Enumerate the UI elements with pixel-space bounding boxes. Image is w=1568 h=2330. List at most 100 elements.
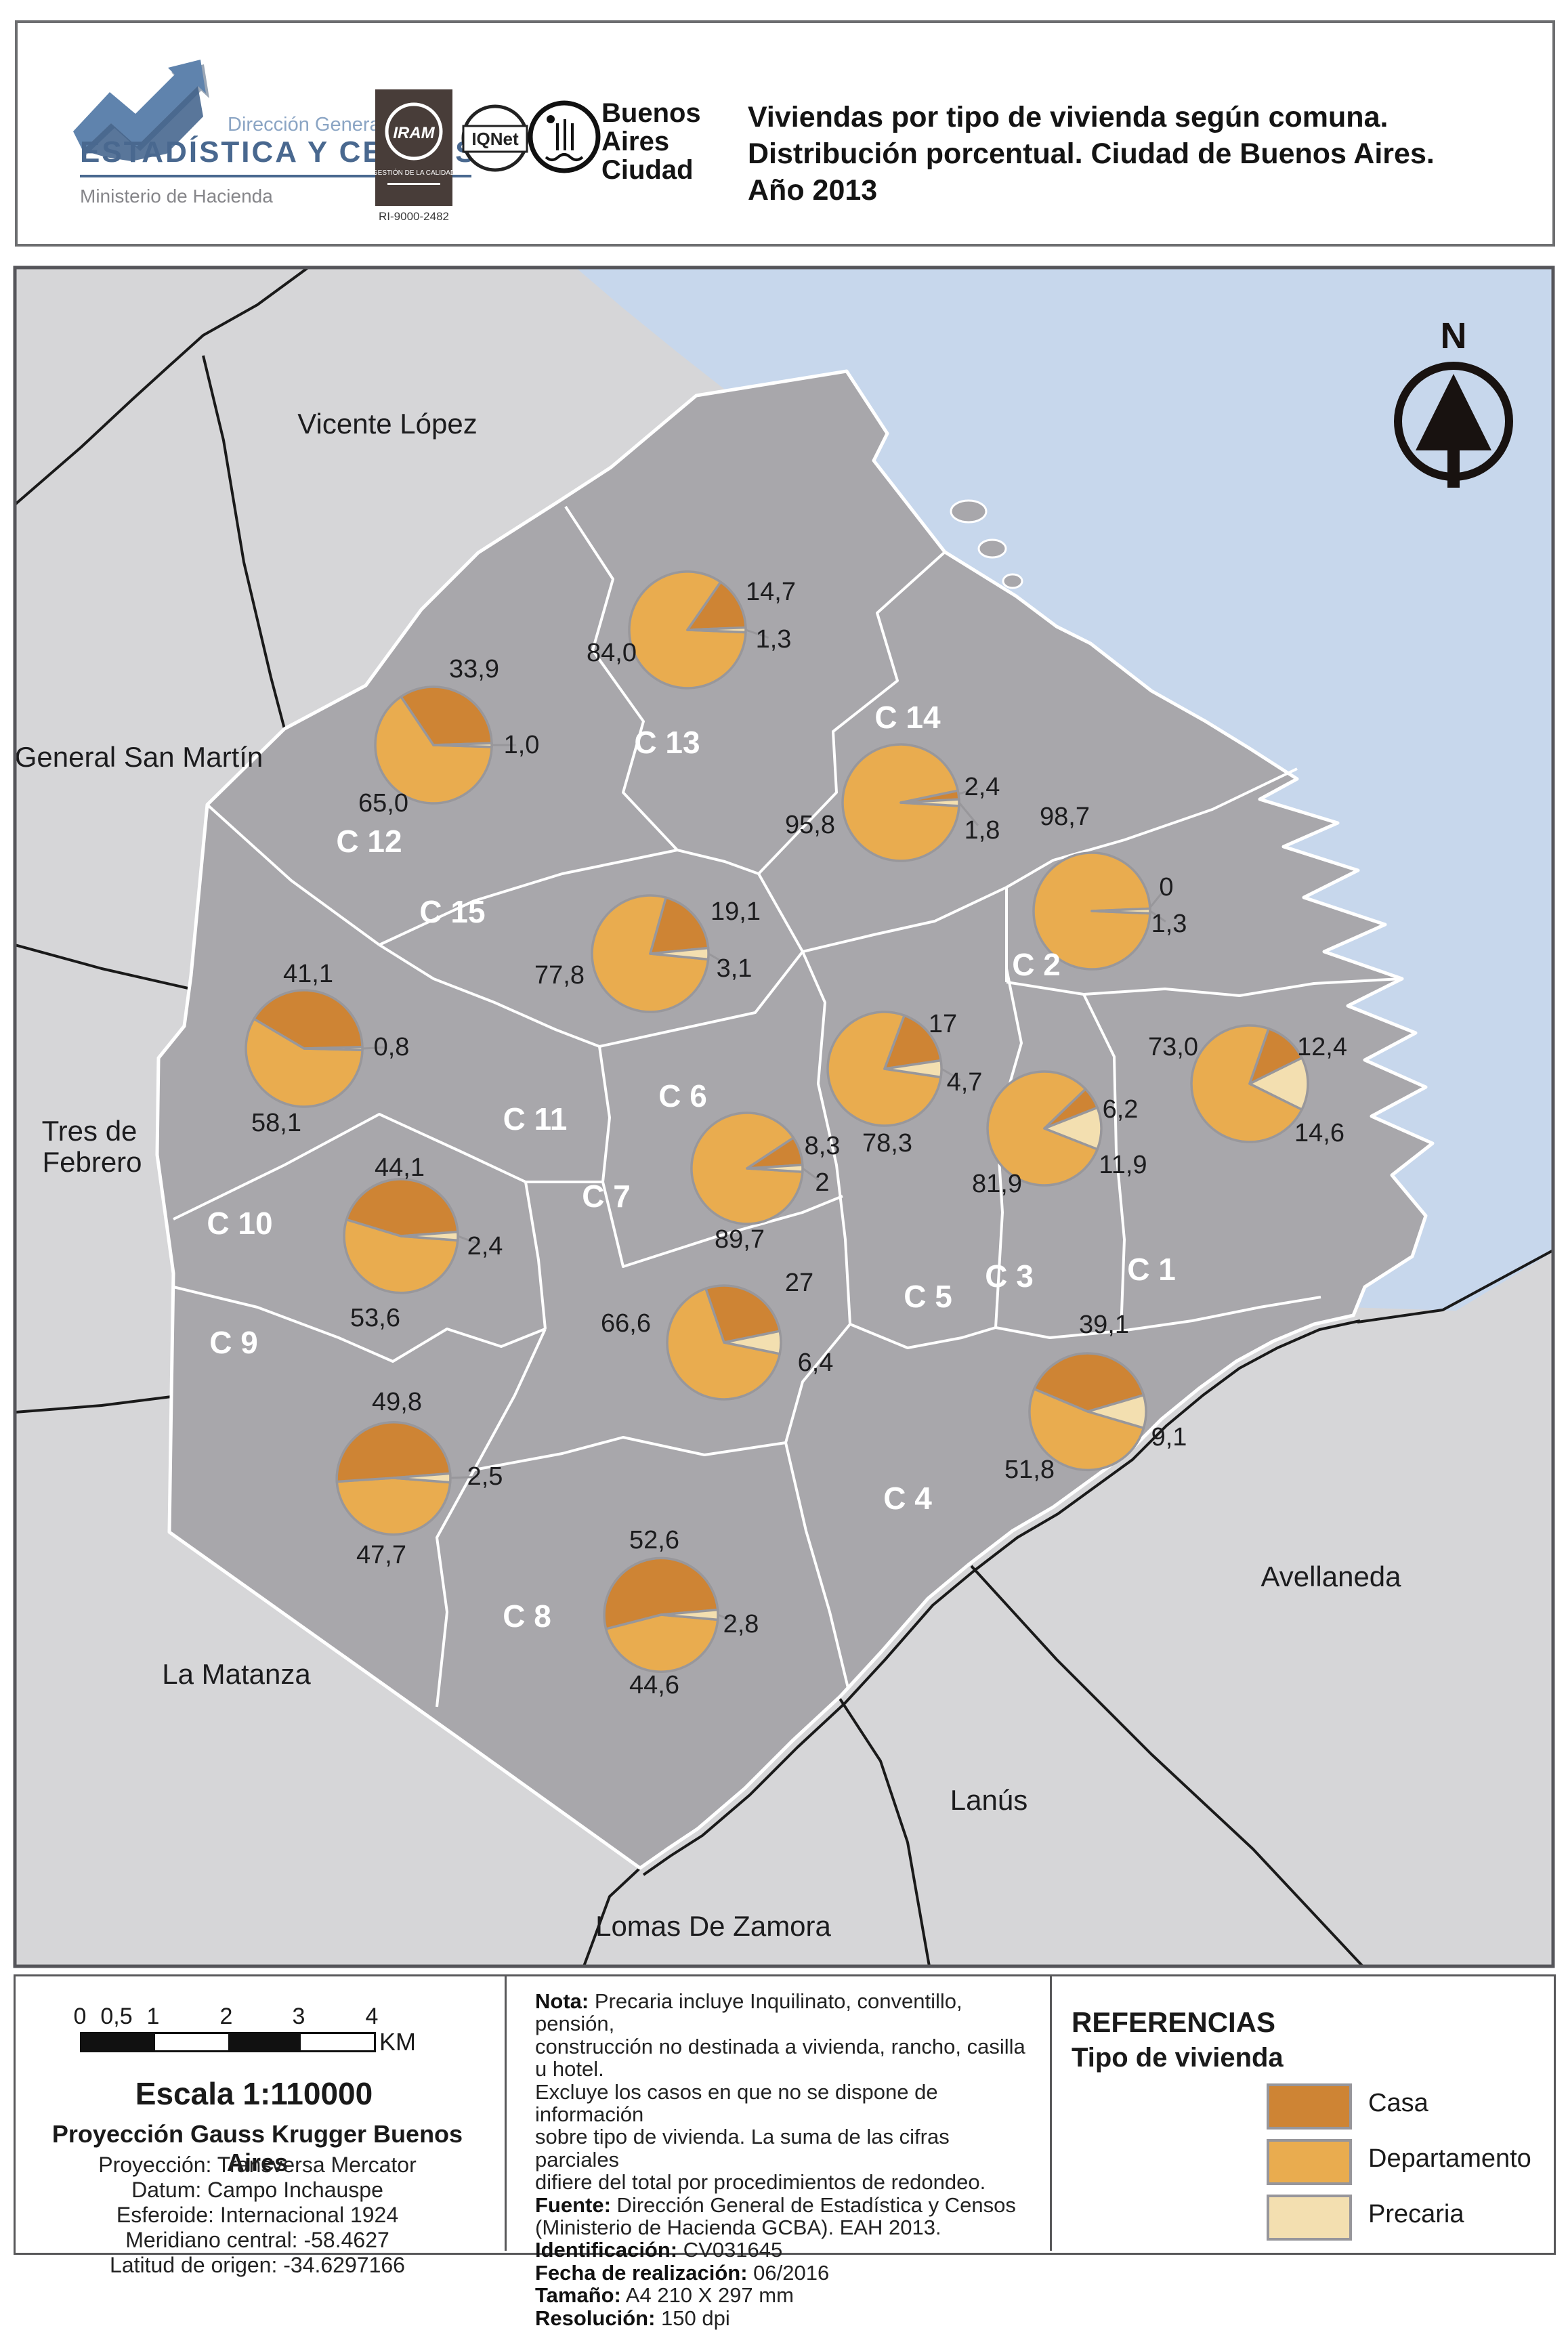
pie-c12 <box>374 685 517 805</box>
pie-slice-departamento-c4 <box>1028 1387 1145 1472</box>
comuna-boundary-7 <box>1005 767 1298 889</box>
pie-slice-casa-c10 <box>345 1178 459 1237</box>
pie-value-departamento-c12: 65,0 <box>358 789 408 818</box>
svg-text:IRAM: IRAM <box>393 124 435 142</box>
pie-slice-casa-c7 <box>704 1284 782 1344</box>
compass-arrow <box>1416 374 1491 488</box>
pie-value-casa-c13: 14,7 <box>746 578 796 606</box>
comuna-label-c1: C 1 <box>1127 1252 1176 1287</box>
comuna-label-c4: C 4 <box>883 1481 932 1516</box>
pie-value-precaria-c11: 0,8 <box>374 1033 410 1061</box>
comuna-label-c3: C 3 <box>985 1258 1034 1294</box>
pie-leader-c9 <box>450 1475 479 1479</box>
pie-value-precaria-c14: 1,8 <box>965 816 1000 845</box>
pie-value-casa-c7: 27 <box>785 1269 813 1297</box>
scale-tick-3: 3 <box>292 2004 305 2029</box>
scale-tick-0,5: 0,5 <box>100 2004 133 2029</box>
page-title: Viviendas por tipo de vivienda según com… <box>748 99 1547 209</box>
comuna-boundary-22 <box>173 1113 526 1221</box>
legend-label-casa: Casa <box>1368 2089 1428 2117</box>
pie-c6 <box>690 1111 820 1225</box>
note-line-1: construcción no destinada a vivienda, ra… <box>535 2034 1025 2058</box>
north-compass-icon: N <box>1394 316 1513 488</box>
org-name-line3: Ministerio de Hacienda <box>80 186 273 207</box>
pie-value-casa-c8: 52,6 <box>629 1526 679 1554</box>
pie-c3 <box>986 1070 1103 1187</box>
note-line-9: Fecha de realización: 06/2016 <box>535 2260 830 2285</box>
island-2 <box>1002 573 1023 589</box>
pie-slice-departamento-c12 <box>374 695 493 805</box>
pie-value-departamento-c13: 84,0 <box>587 639 637 667</box>
pie-value-precaria-c9: 2,5 <box>467 1462 503 1491</box>
pie-slice-departamento-c8 <box>604 1613 719 1673</box>
dgeyc-logo-icon <box>73 60 209 161</box>
pie-c1 <box>1190 1024 1309 1143</box>
scale-segment-0 <box>82 2034 156 2050</box>
pie-value-precaria-c10: 2,4 <box>467 1232 503 1261</box>
projection-line-3: Meridiano central: -58.4627 <box>125 2228 389 2252</box>
comuna-boundary-3 <box>379 849 678 946</box>
pie-c11 <box>245 989 387 1108</box>
scale-segment-2 <box>228 2034 301 2050</box>
scale-tick-0: 0 <box>73 2004 87 2029</box>
scale-bar <box>80 2032 376 2052</box>
pie-value-precaria-c12: 1,0 <box>504 731 540 759</box>
pie-leader-c10 <box>457 1235 481 1246</box>
pie-value-departamento-c6: 89,7 <box>715 1225 765 1254</box>
pie-value-precaria-c2: 1,3 <box>1151 910 1187 938</box>
pie-c4 <box>1028 1352 1147 1472</box>
neighbor-label-lan-s: Lanús <box>950 1784 1027 1816</box>
pie-value-casa-c6: 8,3 <box>805 1132 841 1160</box>
scale-tick-2: 2 <box>219 2004 233 2029</box>
comuna-boundary-15 <box>784 1323 851 1443</box>
pie-value-casa-c1: 12,4 <box>1297 1033 1347 1061</box>
neighbor-label-febrero: Febrero <box>42 1146 142 1178</box>
pie-slice-casa-c5 <box>883 1014 942 1070</box>
pie-c9 <box>335 1421 479 1536</box>
comuna-boundary-25 <box>601 1181 843 1268</box>
iram-cert-icon: IRAM GESTIÓN DE LA CALIDAD <box>373 89 455 206</box>
neighbor-label-vicente-l-pez: Vicente López <box>297 408 477 440</box>
pie-slice-departamento-c11 <box>245 1017 364 1108</box>
neighbor-label-lomas-de-zamora: Lomas De Zamora <box>595 1910 831 1942</box>
pie-c2 <box>1032 851 1166 971</box>
pie-value-departamento-c1: 73,0 <box>1148 1033 1198 1061</box>
legend-label-precaria: Precaria <box>1368 2200 1464 2228</box>
note-line-3: Excluye los casos en que no se dispone d… <box>535 2079 938 2127</box>
legend-label-departamento: Departamento <box>1368 2144 1531 2173</box>
pie-value-departamento-c14: 95,8 <box>785 811 835 839</box>
pie-slice-departamento-c3 <box>986 1070 1099 1187</box>
comuna-label-c2: C 2 <box>1012 947 1061 982</box>
partido-boundary-1 <box>202 355 286 729</box>
partido-boundary-8 <box>642 1319 1361 1876</box>
pie-slice-precaria-c7 <box>723 1330 782 1355</box>
island-1 <box>977 538 1007 559</box>
pie-value-precaria-c5: 4,7 <box>947 1068 983 1097</box>
comuna-label-c5: C 5 <box>904 1279 952 1314</box>
note-line-10: Tamaño: A4 210 X 297 mm <box>535 2283 794 2308</box>
pie-leader-c8 <box>717 1613 738 1624</box>
page: { "header": { "org_line1": "Dirección Ge… <box>13 20 1556 2330</box>
comuna-boundary-0 <box>564 505 679 851</box>
title-line-3: Año 2013 <box>748 174 878 207</box>
pie-leader-c6 <box>802 1167 820 1181</box>
header-panel: Dirección General de ESTADÍSTICA Y CENSO… <box>15 20 1555 247</box>
pie-c7 <box>666 1284 782 1401</box>
neighbor-label-la-matanza: La Matanza <box>162 1658 311 1690</box>
pie-leader-c14 <box>958 787 979 795</box>
scale-text: Escala 1:110000 <box>135 2076 373 2111</box>
pie-value-departamento-c9: 47,7 <box>356 1541 406 1569</box>
pie-slice-precaria-c1 <box>1248 1057 1309 1111</box>
neighbor-label-tres-de: Tres de <box>42 1115 137 1147</box>
legend-subtitle: Tipo de vivienda <box>1072 2043 1284 2073</box>
pie-value-casa-c10: 44,1 <box>375 1153 425 1182</box>
pie-value-casa-c5: 17 <box>929 1010 957 1038</box>
pie-slice-precaria-c11 <box>303 1046 364 1051</box>
pie-slice-departamento-c9 <box>335 1477 452 1536</box>
pie-slice-precaria-c12 <box>432 742 493 748</box>
comuna-boundary-20 <box>473 1328 547 1470</box>
comuna-boundary-4 <box>206 803 381 946</box>
projection-line-2: Esferoide: Internacional 1924 <box>116 2203 399 2227</box>
partido-boundary-2 <box>15 944 192 990</box>
pie-value-precaria-c7: 6,4 <box>798 1349 834 1377</box>
